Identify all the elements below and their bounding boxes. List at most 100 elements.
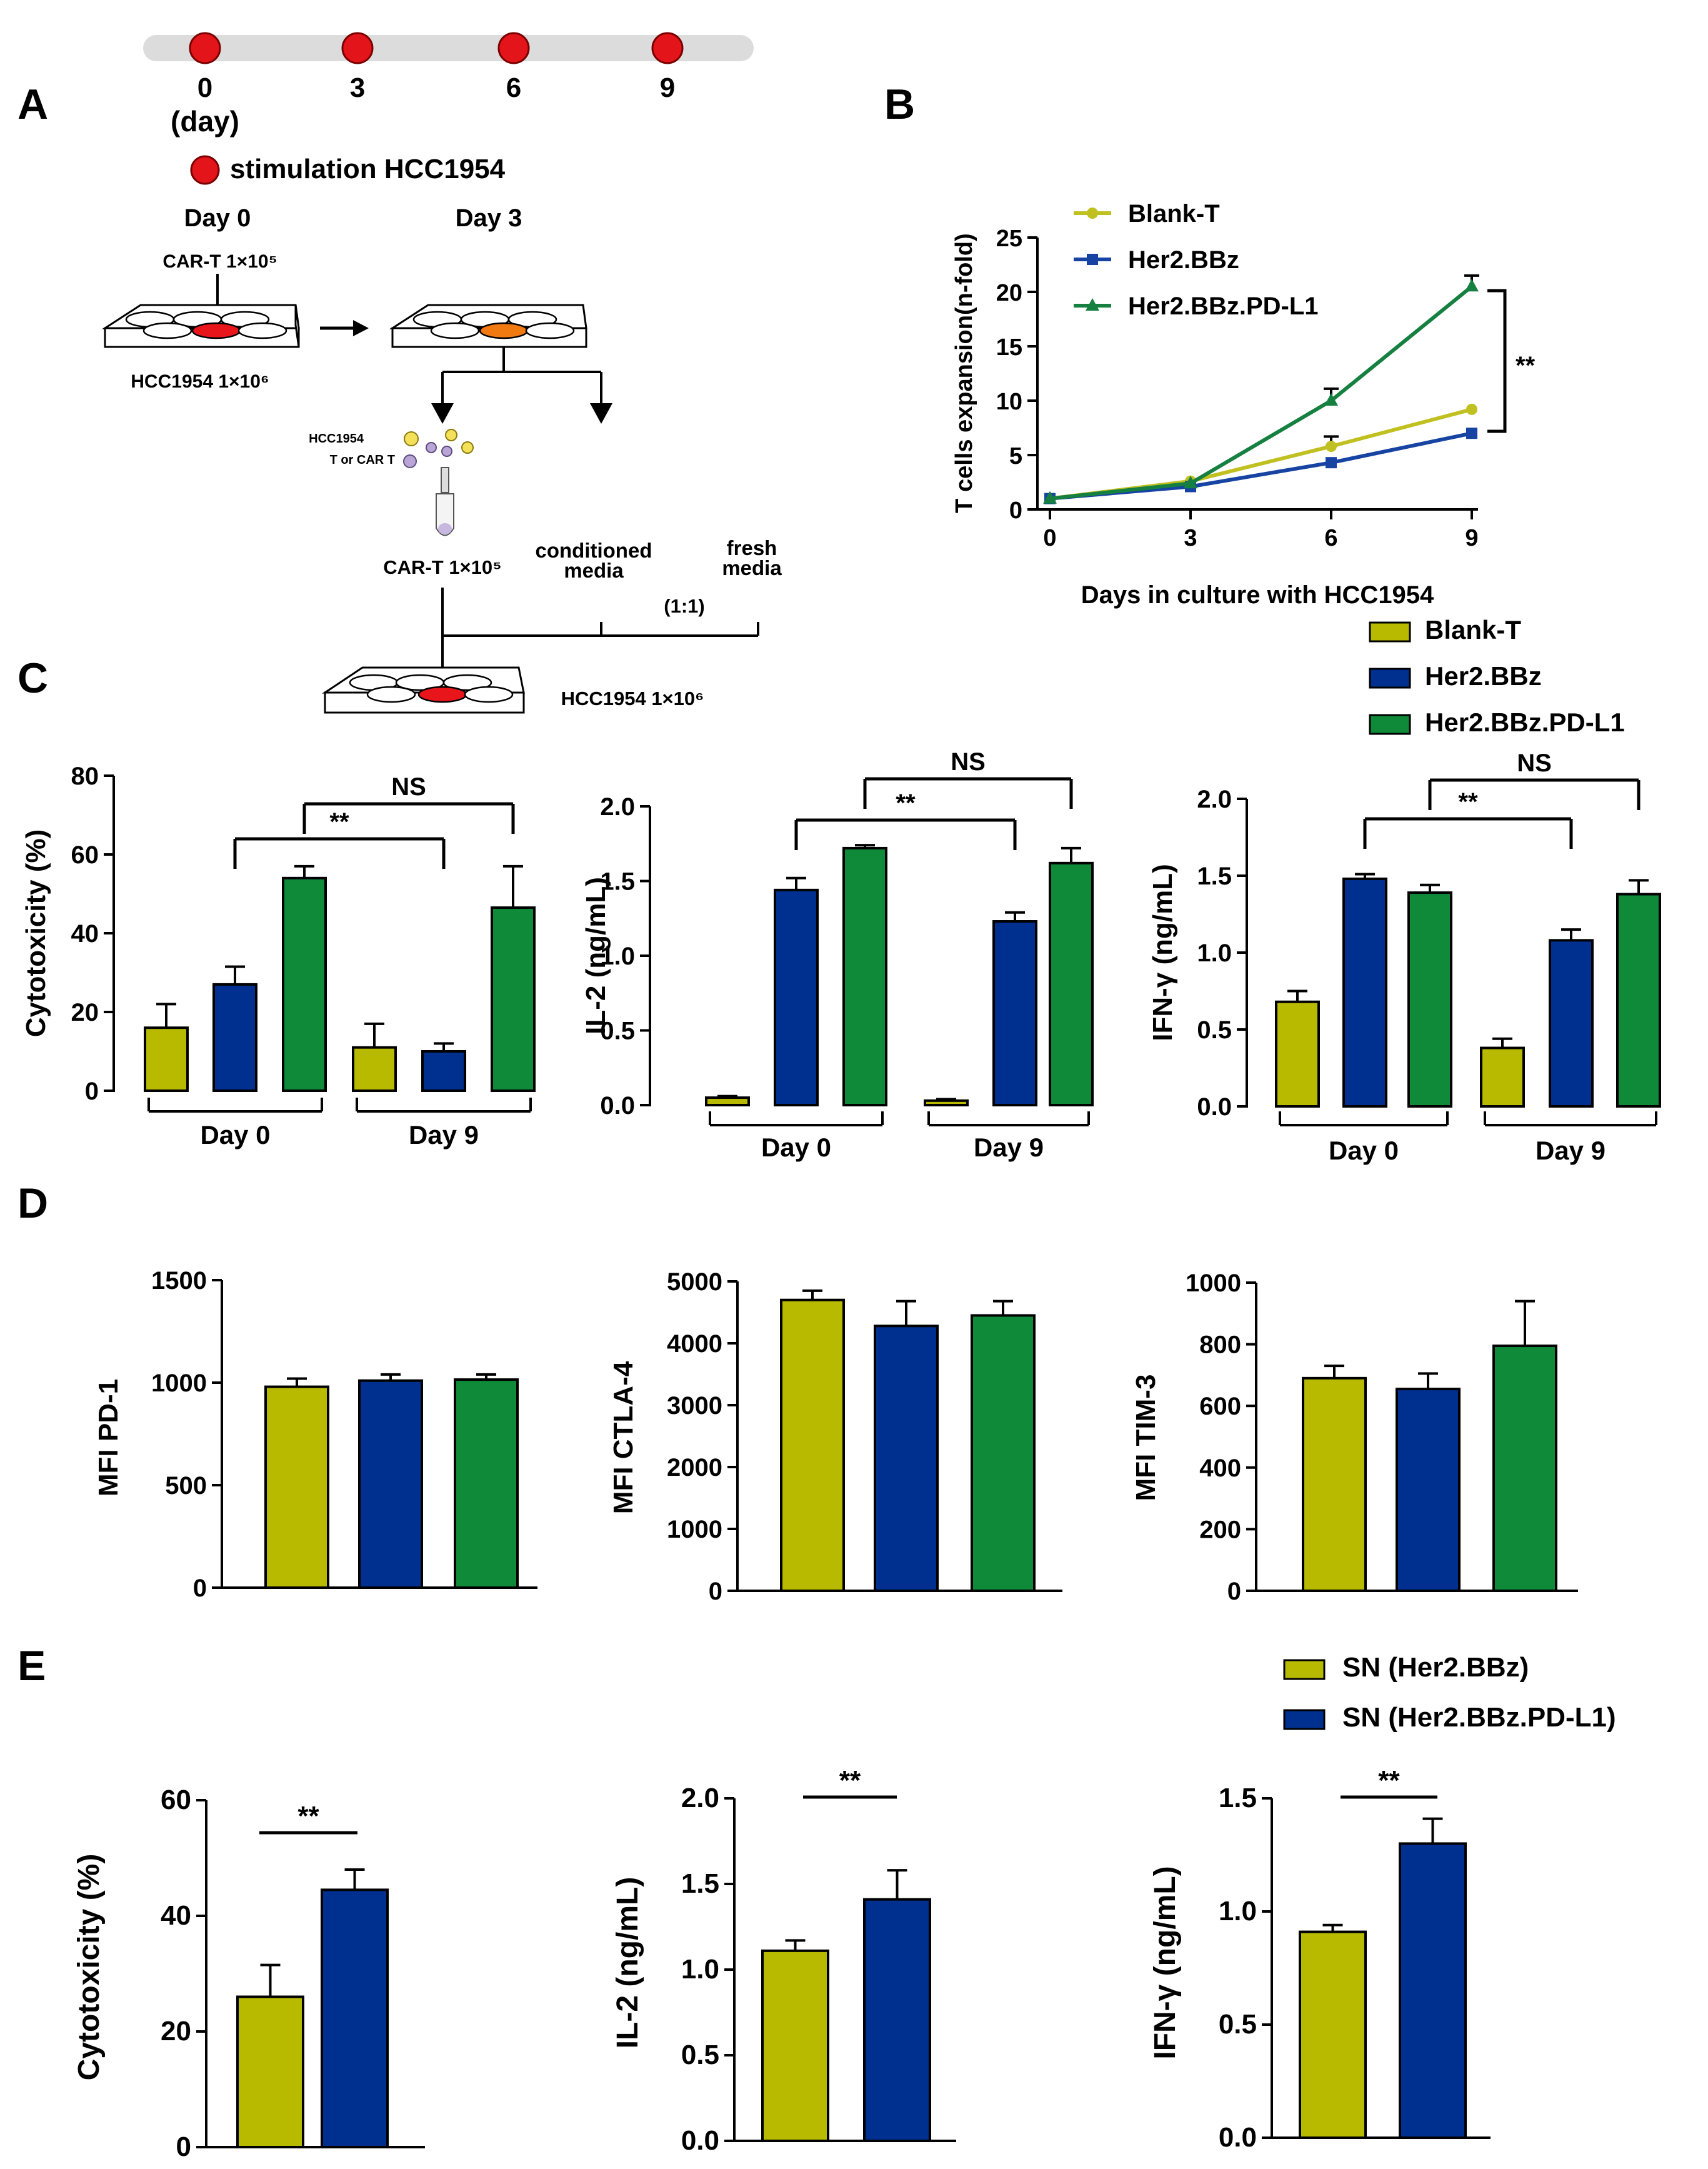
significance-label: NS — [951, 748, 986, 776]
group-label: Day 9 — [409, 1120, 479, 1150]
legend-label: Blank-T — [1425, 615, 1521, 644]
y-tick-label: 0.0 — [600, 1092, 635, 1120]
chart-e-cytotoxicity: 0 20 40 60 Cytotoxicity (%) ** — [72, 1785, 425, 2162]
stimulation-legend-dot — [190, 155, 220, 185]
schematic-cart-top: CAR-T 1×10⁵ — [162, 251, 277, 272]
y-tick-label: 80 — [71, 763, 99, 790]
schematic-fresh-line2: media — [722, 556, 782, 579]
panel-e-legend: SN (Her2.BBz) SN (Her2.BBz.PD-L1) — [1283, 1652, 1616, 1733]
y-tick-label: 800 — [1199, 1331, 1241, 1359]
significance-label: ** — [297, 1801, 319, 1831]
legend-marker — [1087, 254, 1098, 265]
y-tick-label: 1000 — [151, 1370, 207, 1397]
legend-label: SN (Her2.BBz) — [1342, 1652, 1529, 1683]
legend-label: Her2.BBz.PD-L1 — [1128, 293, 1319, 320]
y-tick-label: 600 — [1199, 1393, 1241, 1420]
bar — [358, 1379, 423, 1589]
y-tick-label: 10 — [996, 389, 1022, 415]
bar — [1049, 861, 1094, 1106]
bar — [874, 1325, 939, 1593]
significance-label: NS — [1517, 749, 1552, 777]
legend-label: Her2.BBz.PD-L1 — [1425, 708, 1625, 737]
y-tick-label: 25 — [996, 226, 1022, 252]
bar — [1302, 1376, 1367, 1593]
y-tick-label: 1.5 — [1219, 1783, 1257, 1813]
series-line — [1049, 284, 1473, 501]
legend-label: Blank-T — [1128, 200, 1220, 228]
bar — [992, 920, 1037, 1107]
schematic: Day 0 Day 3 CAR-T 1×10⁵ HCC1954 1×10⁶ — [101, 204, 782, 714]
schematic-fresh-line1: fresh — [727, 536, 777, 559]
y-tick-label: 5000 — [667, 1268, 722, 1296]
data-point — [1184, 476, 1197, 489]
y-tick-label: 3000 — [667, 1392, 722, 1420]
legend-swatch — [1369, 621, 1411, 643]
y-axis-label: T cells expansion(n-fold) — [951, 233, 977, 513]
timeline-tick: 3 — [350, 73, 365, 103]
panel-label-b: B — [884, 81, 915, 128]
group-label: Day 9 — [974, 1133, 1044, 1162]
chart-d-pd1: 0 500 1000 1500 MFI PD-1 — [93, 1267, 537, 1602]
group-label: Day 0 — [200, 1120, 270, 1150]
well-red — [417, 686, 467, 703]
y-tick-label: 40 — [161, 1900, 191, 1931]
x-tick-label: 0 — [1043, 525, 1056, 551]
y-tick-label: 0.5 — [1197, 1016, 1232, 1044]
y-tick-label: 400 — [1199, 1455, 1241, 1482]
chart-d-ctla4: 0 1000 2000 3000 4000 5000 MFI CTLA-4 — [608, 1268, 1062, 1605]
schematic-hcc-bottom: HCC1954 1×10⁶ — [561, 688, 704, 709]
bar — [761, 1949, 829, 2143]
y-tick-label: 1000 — [667, 1516, 722, 1543]
y-tick-label: 0 — [1009, 498, 1022, 524]
y-axis-label: MFI PD-1 — [93, 1379, 124, 1496]
y-tick-label: 1.0 — [681, 1954, 719, 1985]
y-tick-label: 1.0 — [1219, 1896, 1257, 1926]
bar — [236, 1995, 304, 2148]
bar — [421, 1050, 466, 1092]
y-tick-label: 2000 — [667, 1454, 722, 1481]
chart-e-il2: 0.0 0.5 1.0 1.5 2.0 IL-2 (ng/mL) ** — [611, 1765, 956, 2156]
timeline-tick: 9 — [660, 73, 675, 103]
bar — [780, 1298, 845, 1592]
y-tick-label: 60 — [161, 1785, 191, 1815]
bar — [1549, 939, 1594, 1108]
schematic-ratio: (1:1) — [664, 595, 704, 617]
legend-label: Her2.BBz — [1128, 246, 1239, 274]
chart-c-il2: 0.0 0.5 1.0 1.5 2.0 IL-2 (ng/mL) Day 0 Day 9 ** N… — [581, 748, 1094, 1162]
y-tick-label: 40 — [71, 920, 99, 948]
bar — [454, 1378, 519, 1590]
bar — [705, 1096, 750, 1107]
bar — [212, 983, 257, 1093]
bar — [144, 1026, 189, 1092]
data-point — [1466, 428, 1477, 439]
multiwell-plate-icon — [322, 666, 525, 714]
significance-label: ** — [1378, 1765, 1400, 1796]
stimulation-dot — [341, 32, 374, 64]
legend-label: SN (Her2.BBz.PD-L1) — [1342, 1702, 1616, 1733]
y-tick-label: 60 — [71, 841, 99, 869]
schematic-cond-line2: media — [564, 559, 624, 582]
schematic-cell-hcc: HCC1954 — [309, 432, 364, 446]
y-tick-label: 20 — [71, 999, 99, 1026]
data-point — [1326, 457, 1337, 469]
y-axis-label: IFN-γ (ng/mL) — [1147, 864, 1178, 1041]
y-tick-label: 1.5 — [600, 868, 635, 896]
x-tick-label: 3 — [1184, 525, 1197, 551]
multiwell-plate-icon — [101, 304, 300, 348]
bar — [1492, 1345, 1557, 1592]
timeline: 0 3 6 9 (day) stimulation HCC1954 — [143, 32, 754, 185]
y-tick-label: 0.5 — [600, 1018, 635, 1045]
group-label: Day 9 — [1536, 1136, 1606, 1165]
y-axis-label: MFI CTLA-4 — [608, 1361, 639, 1514]
stimulation-dot — [497, 32, 530, 64]
data-point — [1466, 403, 1477, 415]
bar — [863, 1898, 931, 2142]
y-tick-label: 1.5 — [681, 1868, 719, 1899]
y-axis-label: IL-2 (ng/mL) — [581, 877, 611, 1034]
y-tick-label: 20 — [996, 280, 1022, 306]
legend-swatch — [1369, 714, 1411, 735]
multiwell-plate-icon — [389, 304, 587, 348]
y-tick-label: 0.0 — [681, 2125, 719, 2156]
y-tick-label: 0 — [193, 1575, 207, 1602]
bar — [491, 906, 536, 1093]
